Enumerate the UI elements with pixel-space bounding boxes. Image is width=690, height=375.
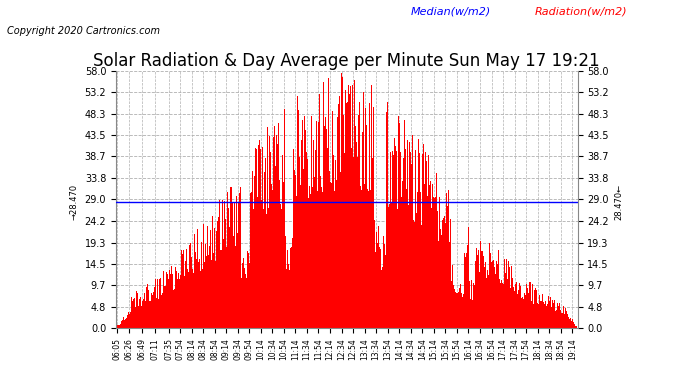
Text: Radiation(w/m2): Radiation(w/m2)	[535, 7, 627, 17]
Text: Copyright 2020 Cartronics.com: Copyright 2020 Cartronics.com	[7, 26, 160, 36]
Text: Median(w/m2): Median(w/m2)	[411, 7, 491, 17]
Text: →28.470: →28.470	[70, 184, 79, 220]
Text: 28.470←: 28.470←	[615, 184, 624, 220]
Title: Solar Radiation & Day Average per Minute Sun May 17 19:21: Solar Radiation & Day Average per Minute…	[93, 53, 600, 70]
